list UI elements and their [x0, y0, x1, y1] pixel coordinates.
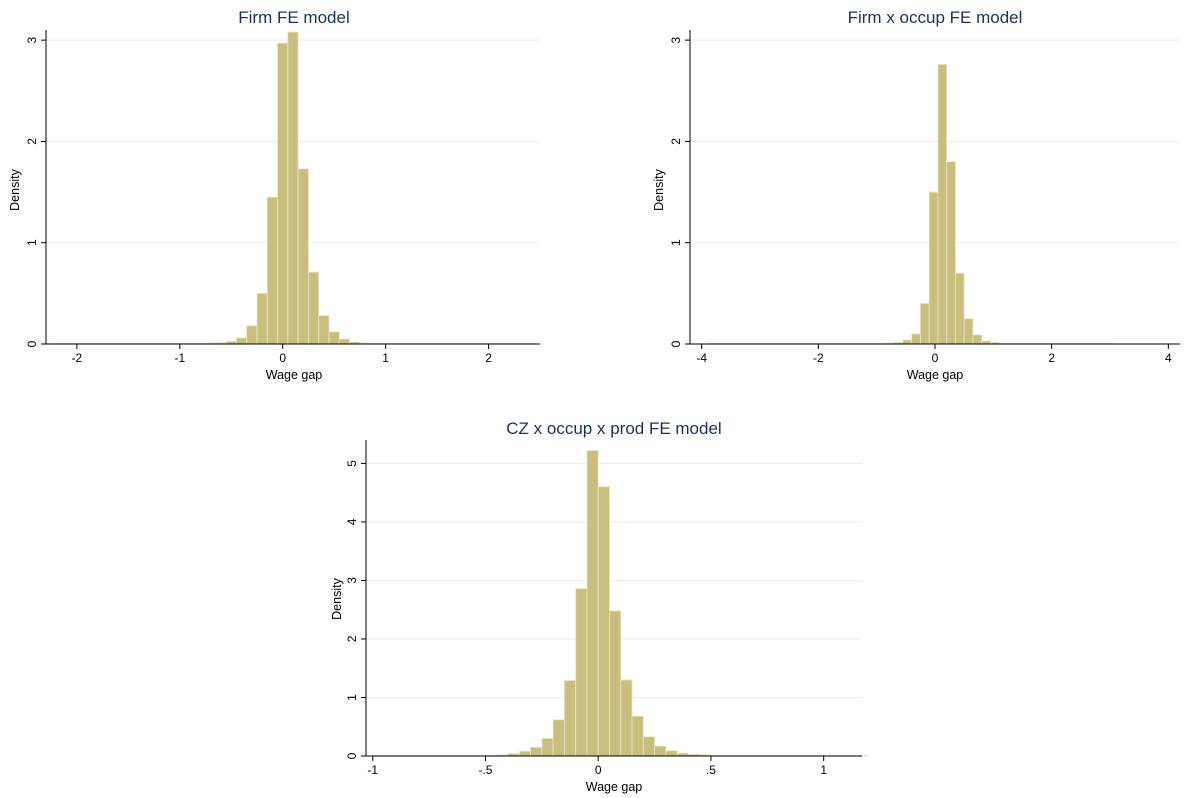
x-tick-label: -1	[367, 763, 378, 777]
histogram-bar	[266, 196, 278, 345]
x-tick-label: 1	[382, 351, 389, 365]
y-tick-label: 0	[25, 340, 39, 347]
chart-title: Firm x occup FE model	[848, 8, 1023, 27]
histogram-bar	[338, 338, 351, 345]
histogram-bar	[552, 719, 565, 757]
x-tick-label: -4	[696, 351, 707, 365]
histogram-bar	[277, 42, 289, 345]
x-tick-label: 2	[1048, 351, 1055, 365]
y-tick-label: 3	[345, 577, 359, 584]
plot-area: -4 -2 0 2 4 0 1 2 3	[669, 30, 1180, 365]
x-tick-label: .5	[706, 763, 716, 777]
histogram-bar	[318, 315, 330, 345]
plot-area: -2 -1 0 1 2 0 1 2 3	[25, 30, 540, 365]
x-tick-label: 0	[279, 351, 286, 365]
y-axis-label: Density	[330, 577, 344, 619]
histogram-bar	[609, 610, 622, 757]
y-tick-label: 1	[345, 694, 359, 701]
chart-title: Firm FE model	[238, 8, 349, 27]
histogram-bar	[246, 325, 258, 345]
y-tick-label: 4	[345, 518, 359, 525]
y-tick-label: 1	[669, 239, 683, 246]
histogram-bar	[642, 736, 655, 757]
x-tick-label: -.5	[478, 763, 492, 777]
y-tick-label: 0	[345, 752, 359, 759]
panel-firm-fe: Firm FE model -2 -1 0 1 2 0 1 2 3 Wage gap Densi…	[8, 8, 540, 382]
panel-firm-occup-fe: Firm x occup FE model -4 -2 0 2 4 0 1 2 3 Wage g…	[652, 8, 1180, 382]
histogram-bar	[597, 486, 610, 757]
histogram-bar	[575, 588, 588, 757]
histogram-bar	[928, 191, 939, 345]
histogram-bar	[920, 303, 930, 345]
y-tick-label: 1	[25, 239, 39, 246]
histogram-bar	[235, 337, 248, 345]
plot-area: -1 -.5 0 .5 1 0 1 2 3 4 5	[345, 440, 870, 777]
y-tick-label: 5	[345, 460, 359, 467]
histogram-bar	[256, 292, 268, 345]
histogram-bar	[911, 333, 921, 345]
y-tick-label: 2	[25, 138, 39, 145]
x-tick-label: 4	[1165, 351, 1172, 365]
y-tick-label: 2	[345, 635, 359, 642]
y-axis-label: Density	[8, 168, 22, 210]
histogram-bar	[665, 750, 678, 757]
y-axis-label: Density	[652, 168, 666, 210]
histogram-bar	[654, 745, 667, 757]
histogram-bar	[297, 168, 309, 345]
y-tick-label: 2	[669, 138, 683, 145]
x-axis-label: Wage gap	[586, 780, 643, 794]
histogram-bar	[287, 31, 299, 345]
histogram-bar	[586, 450, 599, 757]
x-tick-label: -1	[174, 351, 185, 365]
histogram-bar	[902, 339, 913, 345]
y-tick-label: 3	[25, 36, 39, 43]
y-tick-label: 3	[669, 36, 683, 43]
x-axis-label: Wage gap	[266, 368, 323, 382]
x-axis-label: Wage gap	[907, 368, 964, 382]
histogram-bar	[530, 746, 543, 757]
histogram-bar	[955, 272, 965, 345]
histogram-bar	[518, 750, 531, 757]
histogram-bar	[564, 680, 577, 757]
x-tick-label: -2	[72, 351, 83, 365]
chart-title: CZ x occup x prod FE model	[506, 419, 721, 438]
histogram-bar	[620, 679, 633, 757]
histogram-bar	[946, 161, 956, 345]
histogram-bar	[937, 64, 948, 345]
x-tick-label: 1	[820, 763, 827, 777]
histogram-bar	[328, 331, 340, 345]
histogram-bar	[963, 318, 974, 345]
x-tick-label: 0	[932, 351, 939, 365]
y-tick-label: 0	[669, 340, 683, 347]
histogram-bar	[308, 271, 320, 345]
histogram-bar	[631, 715, 644, 757]
panel-cz-occup-prod-fe: CZ x occup x prod FE model -1 -.5 0 .5 1 0 1 2 3…	[330, 419, 870, 794]
histogram-bar	[972, 334, 983, 345]
x-tick-label: 2	[485, 351, 492, 365]
x-tick-label: 0	[595, 763, 602, 777]
x-tick-label: -2	[813, 351, 824, 365]
histogram-bar	[541, 738, 554, 757]
